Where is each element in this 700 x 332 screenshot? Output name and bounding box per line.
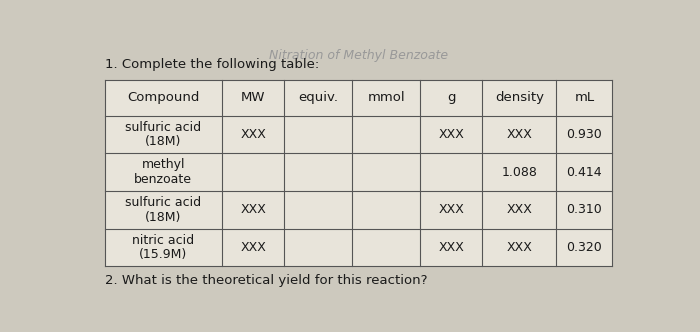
Text: XXX: XXX: [438, 128, 464, 141]
Text: 0.930: 0.930: [566, 128, 602, 141]
Text: Compound: Compound: [127, 91, 199, 104]
Text: sulfuric acid
(18M): sulfuric acid (18M): [125, 121, 202, 148]
Text: density: density: [495, 91, 544, 104]
Text: nitric acid
(15.9M): nitric acid (15.9M): [132, 234, 195, 261]
Text: sulfuric acid
(18M): sulfuric acid (18M): [125, 196, 202, 223]
Text: mL: mL: [574, 91, 594, 104]
Text: XXX: XXX: [240, 128, 266, 141]
Text: XXX: XXX: [506, 203, 532, 216]
Text: XXX: XXX: [506, 241, 532, 254]
Text: methyl
benzoate: methyl benzoate: [134, 158, 193, 186]
Text: XXX: XXX: [438, 203, 464, 216]
Text: Nitration of Methyl Benzoate: Nitration of Methyl Benzoate: [270, 49, 448, 62]
Text: XXX: XXX: [240, 241, 266, 254]
Text: 1. Complete the following table:: 1. Complete the following table:: [104, 58, 319, 71]
Text: 0.310: 0.310: [566, 203, 602, 216]
Text: 0.414: 0.414: [566, 166, 602, 179]
Text: XXX: XXX: [438, 241, 464, 254]
Text: 1.088: 1.088: [501, 166, 538, 179]
Text: equiv.: equiv.: [298, 91, 338, 104]
Bar: [104, 80, 612, 266]
Text: 0.320: 0.320: [566, 241, 602, 254]
Text: 2. What is the theoretical yield for this reaction?: 2. What is the theoretical yield for thi…: [104, 274, 427, 287]
Text: XXX: XXX: [240, 203, 266, 216]
Text: XXX: XXX: [506, 128, 532, 141]
Text: mmol: mmol: [368, 91, 405, 104]
Text: MW: MW: [241, 91, 265, 104]
Text: g: g: [447, 91, 456, 104]
